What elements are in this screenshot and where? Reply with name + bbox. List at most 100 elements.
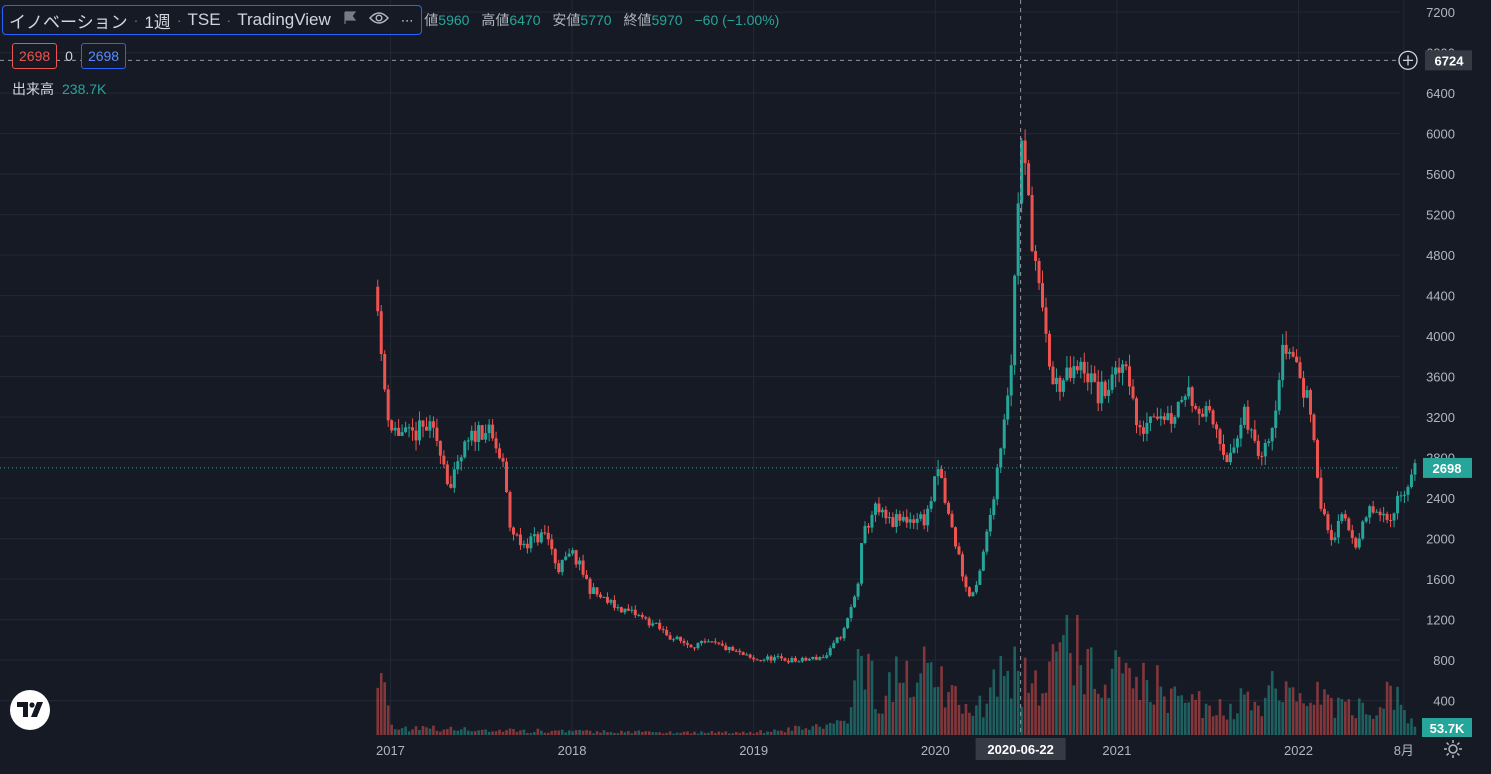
candle-body bbox=[1406, 486, 1410, 495]
candle-body bbox=[689, 644, 693, 648]
volume-bar bbox=[574, 730, 578, 735]
volume-bar bbox=[540, 730, 543, 735]
volume-bar bbox=[425, 727, 428, 735]
candle-body bbox=[1260, 455, 1264, 457]
candle-body bbox=[379, 311, 383, 355]
volume-bar bbox=[1055, 651, 1058, 735]
volume-bar bbox=[1232, 719, 1236, 735]
volume-bar bbox=[759, 730, 762, 735]
candle-body bbox=[477, 425, 481, 442]
candle-body bbox=[731, 646, 735, 651]
volume-bar bbox=[1069, 652, 1072, 735]
candle-body bbox=[741, 652, 745, 656]
volume-bar bbox=[752, 733, 755, 735]
volume-bar bbox=[801, 729, 804, 735]
high-label: 高値 bbox=[481, 12, 510, 28]
candle-body bbox=[940, 469, 944, 479]
y-tick-label: 400 bbox=[1433, 694, 1455, 709]
volume-bar bbox=[1302, 703, 1305, 735]
candle-body bbox=[1054, 377, 1058, 385]
volume-bar bbox=[814, 724, 818, 735]
candle-body bbox=[863, 525, 867, 543]
volume-bar bbox=[620, 730, 623, 735]
close-label: 終値 bbox=[623, 12, 652, 28]
volume-bar bbox=[1176, 695, 1180, 735]
candle-body bbox=[915, 518, 919, 523]
volume-bar bbox=[1274, 688, 1278, 735]
sell-price-button[interactable]: 2698 bbox=[12, 43, 58, 69]
volume-bar bbox=[989, 687, 992, 735]
candle-body bbox=[682, 640, 686, 644]
volume-bar bbox=[908, 697, 912, 735]
volume-bar bbox=[1048, 661, 1051, 735]
volume-bar bbox=[919, 673, 923, 735]
candle-body bbox=[842, 628, 846, 639]
volume-bar bbox=[968, 712, 971, 735]
candle-body bbox=[421, 420, 425, 427]
volume-bar bbox=[1117, 656, 1121, 735]
volume-bar bbox=[665, 732, 668, 735]
volume-bar bbox=[1236, 713, 1239, 735]
volume-bar bbox=[1079, 665, 1083, 735]
y-tick-label: 4800 bbox=[1426, 248, 1455, 263]
candle-body bbox=[647, 618, 651, 626]
tradingview-logo-icon[interactable] bbox=[10, 690, 50, 730]
candle-body bbox=[1037, 260, 1041, 284]
volume-bar bbox=[404, 726, 407, 735]
eye-icon[interactable] bbox=[368, 11, 389, 29]
volume-bar bbox=[1156, 665, 1159, 735]
candle-body bbox=[1030, 195, 1034, 252]
settings-icon[interactable] bbox=[1443, 739, 1463, 763]
candle-body bbox=[449, 484, 453, 488]
candle-body bbox=[992, 499, 996, 516]
candle-body bbox=[605, 596, 609, 603]
volume-bar bbox=[755, 732, 759, 735]
candle-body bbox=[1368, 506, 1372, 518]
symbol-title-box[interactable]: イノベーション · 1週 · TSE · TradingView ∙∙∙ bbox=[2, 5, 423, 35]
volume-bar bbox=[533, 731, 536, 735]
candle-body bbox=[873, 503, 877, 515]
candle-body bbox=[967, 587, 971, 597]
candle-body bbox=[414, 430, 418, 441]
volume-bar bbox=[783, 732, 787, 735]
volume-bar bbox=[1305, 706, 1309, 735]
volume-bar bbox=[696, 733, 700, 735]
add-alert-plus-icon[interactable] bbox=[1398, 50, 1418, 70]
crosshair-date-label: 2020-06-22 bbox=[987, 742, 1054, 757]
volume-bar bbox=[1222, 715, 1225, 735]
candle-body bbox=[383, 354, 387, 390]
candle-body bbox=[1134, 398, 1138, 426]
volume-bar bbox=[790, 730, 794, 735]
candle-body bbox=[1232, 447, 1236, 453]
volume-bar bbox=[1142, 662, 1145, 735]
candle-body bbox=[400, 432, 404, 436]
candle-body bbox=[376, 286, 380, 312]
candle-body bbox=[473, 430, 477, 442]
more-icon[interactable]: ∙∙∙ bbox=[400, 11, 414, 29]
candle-body bbox=[762, 659, 766, 661]
candle-body bbox=[1166, 413, 1170, 420]
volume-bar bbox=[741, 731, 745, 735]
candle-body bbox=[595, 587, 599, 595]
candle-body bbox=[466, 440, 470, 442]
volume-bar bbox=[1337, 697, 1340, 735]
interval-label[interactable]: 1週 bbox=[144, 12, 171, 32]
volume-bar bbox=[644, 731, 648, 735]
y-tick-label: 4400 bbox=[1426, 289, 1455, 304]
candle-body bbox=[1309, 390, 1313, 415]
flag-icon[interactable] bbox=[343, 11, 357, 29]
volume-bar bbox=[435, 730, 439, 735]
candle-body bbox=[536, 534, 540, 543]
buy-price-button[interactable]: 2698 bbox=[80, 43, 127, 69]
candle-body bbox=[988, 515, 992, 532]
candle-body bbox=[494, 438, 498, 449]
volume-bar bbox=[588, 730, 592, 735]
candle-body bbox=[564, 556, 568, 560]
volume-bar bbox=[1016, 670, 1020, 735]
volume-bar bbox=[1166, 712, 1170, 735]
candle-body bbox=[1002, 419, 1006, 449]
volume-bar bbox=[1107, 697, 1110, 735]
candle-body bbox=[783, 658, 787, 661]
